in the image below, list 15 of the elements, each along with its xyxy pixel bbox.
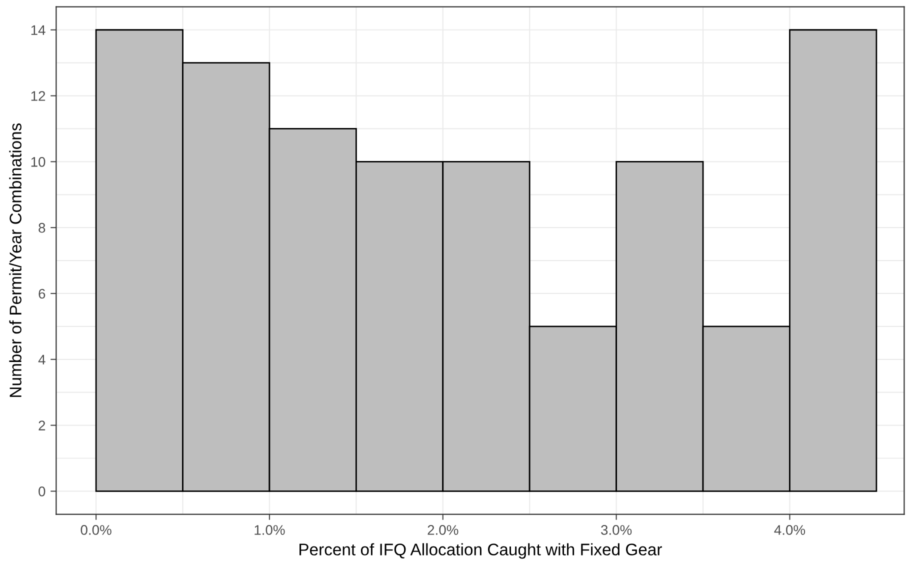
x-tick-label: 2.0% (428, 525, 458, 535)
x-tick-label: 0.0% (80, 525, 112, 535)
y-tick-label: 4 (38, 354, 46, 364)
y-tick-label: 10 (31, 157, 46, 167)
x-axis-title: Percent of IFQ Allocation Caught with Fixed Gear (300, 543, 662, 559)
y-tick-label: 12 (31, 91, 46, 101)
y-axis-title: Number of Permit/Year Combinations (9, 123, 22, 397)
y-tick-label: 14 (31, 25, 46, 35)
y-tick-label: 2 (38, 420, 46, 430)
x-tick-label: 1.0% (254, 525, 285, 535)
y-tick-label: 6 (38, 288, 46, 299)
x-tick-label: 3.0% (601, 525, 632, 535)
x-tick-label: 4.0% (774, 525, 806, 535)
y-tick-label: 0 (38, 486, 46, 496)
y-tick-label: 8 (38, 222, 46, 233)
